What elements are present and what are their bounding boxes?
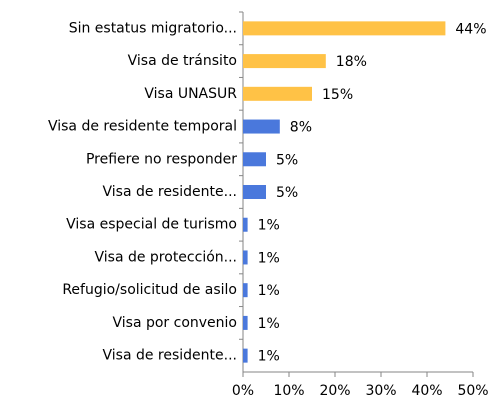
value-label: 8% (290, 120, 312, 136)
category-label: Visa de residente temporal (48, 119, 237, 135)
x-tick-label: 40% (411, 383, 442, 399)
bar (243, 119, 280, 134)
bar (243, 185, 266, 199)
category-label: Prefiere no responder (86, 151, 237, 167)
value-label: 44% (455, 21, 486, 37)
x-tick-label: 30% (365, 383, 396, 399)
bar (243, 217, 248, 232)
category-label: Refugio/solicitud de asilo (62, 282, 237, 298)
category-label: Visa por convenio (112, 315, 237, 331)
x-tick-label: 50% (457, 383, 488, 399)
value-label: 15% (322, 87, 353, 103)
bar (243, 54, 326, 69)
value-label: 5% (276, 152, 298, 168)
bar (243, 250, 248, 265)
value-label: 18% (336, 54, 367, 70)
value-label: 1% (258, 218, 280, 234)
value-label: 1% (258, 250, 280, 266)
category-label: Sin estatus migratorio... (69, 20, 237, 36)
bar (243, 86, 312, 101)
value-label: 1% (258, 316, 280, 332)
category-label: Visa de residente... (102, 184, 237, 200)
x-tick-label: 10% (273, 383, 304, 399)
value-label: 5% (276, 185, 298, 201)
bar (243, 152, 266, 167)
bar (243, 315, 248, 330)
category-label: Visa de protección... (94, 249, 237, 265)
value-label: 1% (258, 283, 280, 299)
category-label: Visa de tránsito (128, 53, 237, 69)
x-tick-label: 20% (319, 383, 350, 399)
bar (243, 21, 446, 36)
bar (243, 283, 248, 298)
category-label: Visa UNASUR (144, 86, 237, 102)
category-label: Visa especial de turismo (66, 217, 237, 233)
category-label: Visa de residente... (102, 348, 237, 364)
value-label: 1% (258, 349, 280, 365)
bar (243, 348, 248, 363)
x-tick-label: 0% (232, 383, 254, 399)
